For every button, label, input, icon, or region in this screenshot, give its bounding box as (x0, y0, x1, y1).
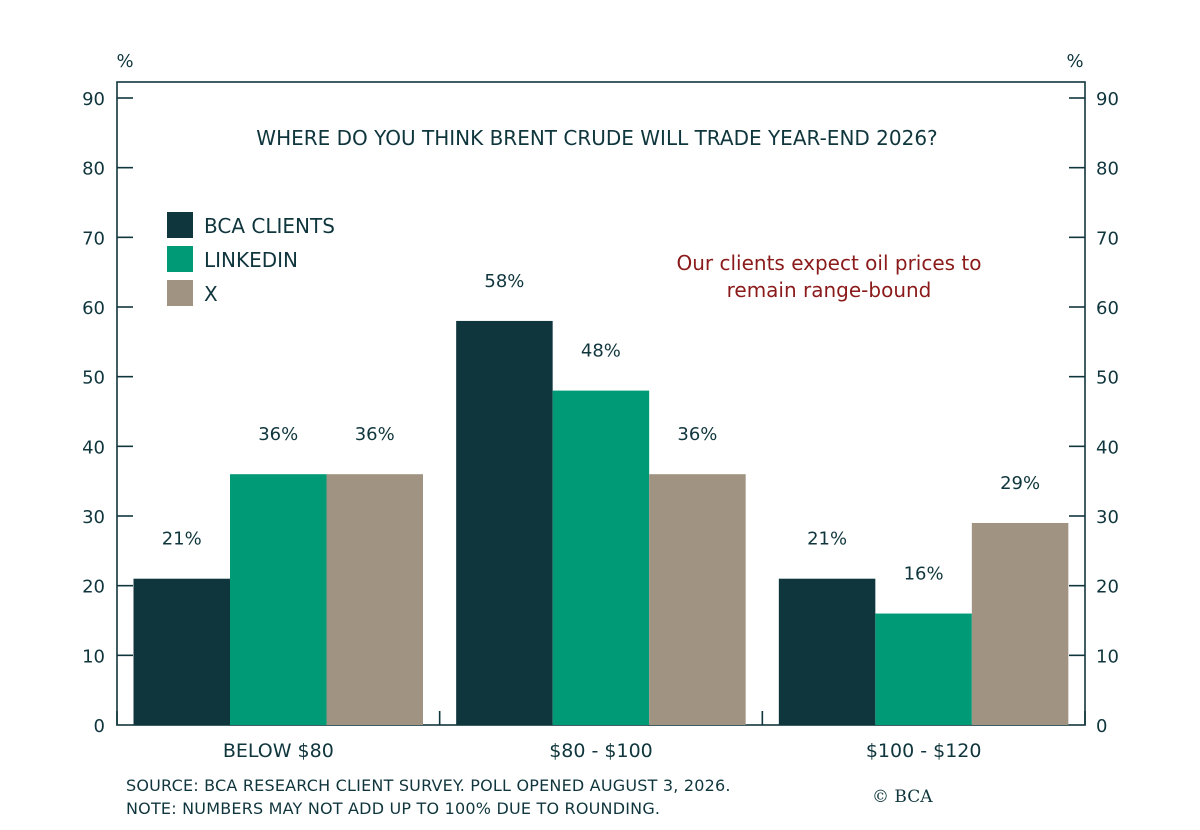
bar (778, 578, 876, 725)
bar (649, 474, 746, 725)
y-tick-label-right: 40 (1096, 437, 1119, 458)
annotation-line-1: Our clients expect oil prices to (676, 251, 981, 275)
annotation: Our clients expect oil prices to remain … (676, 251, 981, 302)
data-label: 58% (484, 271, 524, 292)
y-tick-label-left: 20 (82, 577, 105, 598)
data-label: 36% (355, 424, 395, 445)
y-axis-right-unit: % (1066, 51, 1083, 72)
x-tick-label: $100 - $120 (866, 740, 982, 762)
annotation-line-2: remain range-bound (727, 278, 932, 302)
bar (230, 474, 327, 725)
data-label: 21% (162, 529, 202, 550)
data-label: 36% (677, 424, 717, 445)
legend-swatch (167, 246, 193, 272)
legend: BCA CLIENTS LINKEDIN X (167, 212, 335, 306)
y-tick-label-right: 70 (1096, 228, 1119, 249)
y-tick-label-right: 10 (1096, 646, 1119, 667)
bar (875, 613, 972, 725)
y-axis-left-unit: % (116, 51, 133, 72)
y-tick-label-left: 30 (82, 507, 105, 528)
y-tick-label-left: 70 (82, 228, 105, 249)
bar (326, 474, 423, 725)
legend-label: X (204, 282, 218, 306)
bar (971, 522, 1069, 725)
bar (133, 578, 230, 725)
bar (552, 390, 650, 725)
y-tick-label-left: 80 (82, 159, 105, 180)
y-tick-label-left: 40 (82, 437, 105, 458)
source-note: SOURCE: BCA RESEARCH CLIENT SURVEY. POLL… (126, 776, 731, 795)
y-tick-label-right: 50 (1096, 368, 1119, 389)
y-tick-label-left: 60 (82, 298, 105, 319)
legend-label: LINKEDIN (204, 248, 298, 272)
x-tick-label: $80 - $100 (549, 740, 653, 762)
bars: 21% 36% 36% 58% 48% 36% 21% 16% 29% (133, 271, 1069, 725)
data-label: 16% (904, 564, 944, 585)
y-tick-label-right: 20 (1096, 577, 1119, 598)
bar (456, 320, 553, 725)
y-tick-label-right: 90 (1096, 89, 1119, 110)
y-tick-label-left: 10 (82, 646, 105, 667)
chart-title: WHERE DO YOU THINK BRENT CRUDE WILL TRAD… (256, 126, 937, 150)
rounding-note: NOTE: NUMBERS MAY NOT ADD UP TO 100% DUE… (126, 799, 661, 818)
axes: 0 0 10 10 20 20 30 30 40 40 50 50 60 60 70 70 80 80 90 90 BE… (82, 89, 1119, 762)
y-tick-label-right: 60 (1096, 298, 1119, 319)
data-label: 21% (807, 529, 847, 550)
data-label: 36% (258, 424, 298, 445)
legend-swatch (167, 212, 193, 238)
legend-swatch (167, 280, 193, 306)
y-tick-label-right: 80 (1096, 159, 1119, 180)
copyright: © BCA (872, 787, 933, 807)
y-tick-label-left: 90 (82, 89, 105, 110)
y-tick-label-left: 50 (82, 368, 105, 389)
legend-label: BCA CLIENTS (204, 214, 335, 238)
y-tick-label-left: 0 (94, 716, 105, 737)
y-tick-label-right: 0 (1096, 716, 1107, 737)
x-tick-label: BELOW $80 (223, 740, 334, 762)
y-tick-label-right: 30 (1096, 507, 1119, 528)
data-label: 48% (581, 341, 621, 362)
data-label: 29% (1000, 473, 1040, 494)
